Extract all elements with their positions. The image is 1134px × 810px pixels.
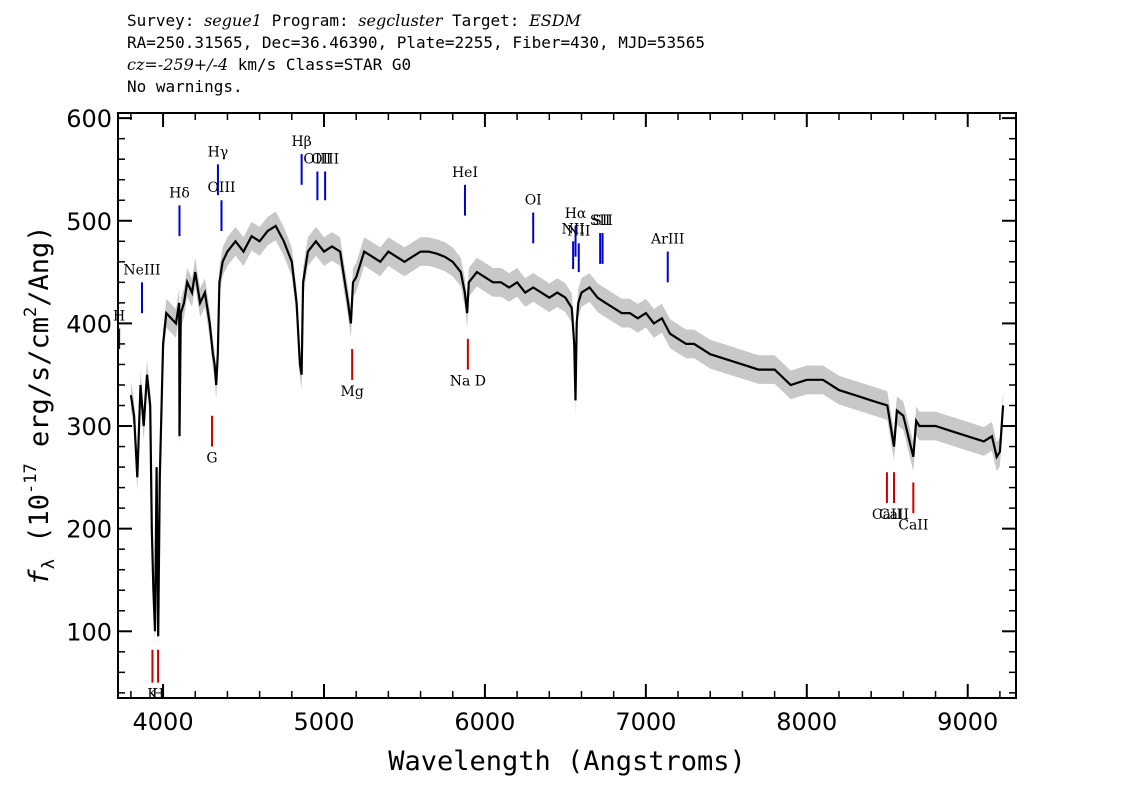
- cz-label: cz=: [127, 55, 158, 74]
- target-value: ESDM: [529, 11, 581, 30]
- header-line-warnings: No warnings.: [127, 77, 243, 96]
- y-tick-label: 600: [66, 105, 112, 133]
- y-tick-label: 200: [66, 516, 112, 544]
- emission-line-label: NII: [561, 221, 584, 237]
- x-tick-label: 6000: [454, 708, 515, 736]
- emission-line-label: Hγ: [208, 144, 229, 160]
- absorption-line-label: CaII: [898, 517, 928, 533]
- program-value: segcluster: [358, 11, 443, 30]
- y-tick-label: 300: [66, 413, 112, 441]
- x-axis-title: Wavelength (Angstroms): [388, 746, 746, 777]
- y-tick-label: 400: [66, 310, 112, 338]
- emission-line-label: SII: [590, 213, 611, 229]
- x-tick-label: 9000: [937, 708, 998, 736]
- emission-line-label: NeIII: [123, 262, 160, 278]
- survey-value: segue1: [204, 11, 262, 30]
- emission-line-label: Hβ: [291, 134, 311, 150]
- emission-line-label: H: [113, 309, 125, 325]
- absorption-line-label: CaII: [872, 507, 902, 523]
- absorption-line-label: G: [206, 451, 217, 467]
- emission-line-label: Hα: [565, 206, 587, 222]
- flux-series: [129, 224, 1005, 637]
- emission-line-label: Hδ: [169, 185, 190, 201]
- absorption-line-label: K: [147, 687, 158, 703]
- x-tick-label: 4000: [133, 708, 194, 736]
- x-tick-label: 7000: [615, 708, 676, 736]
- emission-line-label: SII: [592, 213, 613, 229]
- survey-label: Survey:: [127, 11, 195, 30]
- emission-line-label: NII: [567, 223, 590, 239]
- emission-line-label: HeI: [452, 165, 478, 181]
- spectral-line-markers: HNeIIIHδHγOIIIHβOIIIOIIIHeIOINIIHαNIISII…: [113, 134, 928, 703]
- header-line-redshift: cz=-259+/-4 km/s Class=STAR G0: [127, 54, 705, 76]
- emission-line-label: ArIII: [650, 232, 684, 248]
- y-tick-label: 500: [66, 208, 112, 236]
- x-tick-label: 8000: [776, 708, 837, 736]
- emission-line-label: OI: [525, 193, 542, 209]
- x-tick-label: 5000: [293, 708, 354, 736]
- absorption-line-label: Na D: [450, 374, 486, 390]
- header-line-survey: Survey: segue1 Program: segcluster Targe…: [127, 10, 705, 32]
- class-text: km/s Class=STAR G0: [228, 55, 412, 74]
- cz-value: -259+/-4: [157, 55, 229, 74]
- flux-line: [129, 224, 1005, 637]
- target-label: Target:: [452, 11, 520, 30]
- error-envelope: [130, 211, 1004, 651]
- absorption-line-label: CaII: [879, 507, 909, 523]
- spectrum-header: Survey: segue1 Program: segcluster Targe…: [127, 10, 705, 98]
- axis-ticks: 4000 5000 6000 7000 8000 9000 100 200 300 400 500 6…: [66, 105, 1016, 736]
- y-tick-label: 100: [66, 618, 112, 646]
- emission-line-label: OIII: [303, 152, 331, 168]
- program-label: Program:: [271, 11, 349, 30]
- header-line-coordinates: RA=250.31565, Dec=36.46390, Plate=2255, …: [127, 33, 705, 52]
- y-axis-title: fλ (10-17 erg/s/cm2/Ang): [21, 225, 59, 585]
- error-envelope-band: [130, 211, 1004, 651]
- absorption-line-label: Mg: [341, 384, 364, 400]
- emission-line-label: OIII: [207, 180, 235, 196]
- emission-line-label: OIII: [311, 152, 339, 168]
